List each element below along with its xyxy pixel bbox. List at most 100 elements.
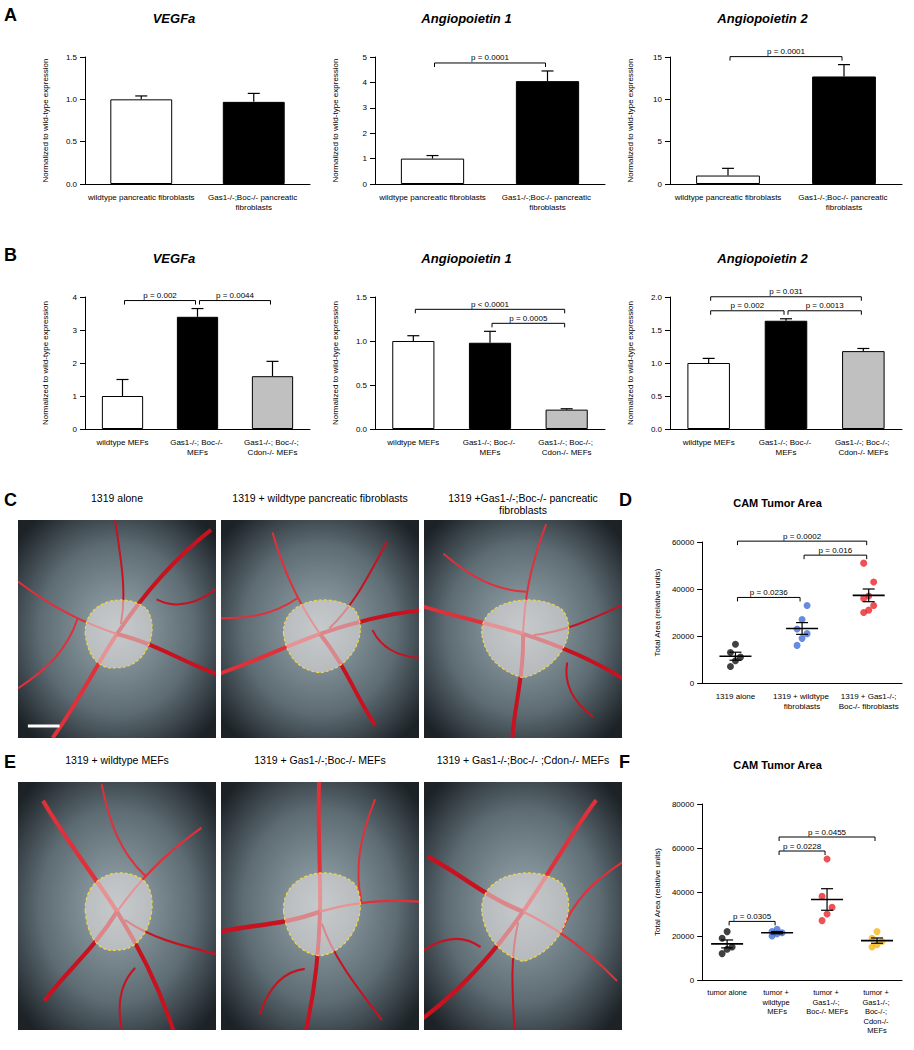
svg-text:Gas1-/-; Boc-/-;: Gas1-/-; Boc-/-; [835, 438, 892, 447]
svg-text:0.0: 0.0 [356, 425, 368, 434]
svg-text:tumor +: tumor + [763, 988, 791, 997]
svg-text:Boc-/-;: Boc-/-; [865, 1007, 889, 1016]
svg-text:CAM Tumor Area: CAM Tumor Area [733, 497, 823, 509]
svg-text:Normalized to wild-type expres: Normalized to wild-type expression [626, 301, 635, 425]
svg-text:5: 5 [658, 137, 663, 146]
svg-text:Gas1-/-;Boc-/- pancreatic: Gas1-/-;Boc-/- pancreatic [208, 193, 300, 202]
svg-text:p < 0.0001: p < 0.0001 [471, 300, 510, 309]
svg-text:40000: 40000 [672, 585, 695, 594]
svg-text:0.5: 0.5 [356, 381, 368, 390]
svg-text:p = 0.0013: p = 0.0013 [806, 301, 845, 310]
svg-text:0: 0 [363, 180, 368, 189]
svg-text:p = 0.002: p = 0.002 [143, 291, 177, 300]
svg-text:MEFs: MEFs [187, 448, 208, 457]
svg-text:p = 0.0002: p = 0.0002 [783, 532, 822, 541]
svg-text:p = 0.031: p = 0.031 [769, 287, 803, 296]
svg-text:Normalized to wild-type expres: Normalized to wild-type expression [331, 58, 340, 182]
svg-text:VEGFa: VEGFa [153, 11, 196, 26]
svg-text:4: 4 [73, 293, 78, 302]
svg-text:Cdon-/- MEFs: Cdon-/- MEFs [542, 448, 592, 457]
svg-text:Gas1-/-;: Gas1-/-; [812, 998, 841, 1007]
svg-text:20000: 20000 [672, 932, 695, 941]
svg-text:fibroblasts: fibroblasts [826, 203, 862, 212]
svg-text:2: 2 [73, 359, 78, 368]
svg-text:Cdon-/-: Cdon-/- [863, 1017, 890, 1026]
svg-text:0: 0 [658, 180, 663, 189]
svg-text:Cdon-/- MEFs: Cdon-/- MEFs [838, 448, 888, 457]
svg-text:1: 1 [73, 392, 78, 401]
svg-text:Gas1-/-;Boc-/- pancreatic: Gas1-/-;Boc-/- pancreatic [502, 193, 594, 202]
svg-text:2: 2 [363, 129, 368, 138]
svg-text:3: 3 [73, 326, 78, 335]
svg-text:Angiopoietin 1: Angiopoietin 1 [420, 11, 511, 26]
svg-text:1.0: 1.0 [66, 95, 78, 104]
svg-text:p = 0.016: p = 0.016 [819, 546, 853, 555]
svg-text:0.0: 0.0 [66, 180, 78, 189]
svg-text:Total Area (relative units): Total Area (relative units) [653, 568, 662, 656]
svg-text:p = 0.0001: p = 0.0001 [471, 53, 510, 62]
svg-text:Gas1-/-;Boc-/- pancreatic: Gas1-/-;Boc-/- pancreatic [798, 193, 890, 202]
svg-text:1319 alone: 1319 alone [716, 692, 756, 701]
svg-text:VEGFa: VEGFa [153, 251, 196, 266]
svg-text:80000: 80000 [672, 800, 695, 809]
svg-text:wildtype pancreatic fibroblast: wildtype pancreatic fibroblasts [674, 193, 782, 202]
svg-text:Gas1-/-; Boc-/-;: Gas1-/-; Boc-/-; [244, 438, 301, 447]
svg-text:p = 0.002: p = 0.002 [731, 301, 765, 310]
svg-text:p = 0.0305: p = 0.0305 [733, 912, 772, 921]
svg-text:1.5: 1.5 [651, 326, 663, 335]
svg-text:1319 + Gas1-/-;: 1319 + Gas1-/-; [841, 692, 897, 701]
svg-text:Boc-/- fibroblasts: Boc-/- fibroblasts [839, 702, 899, 711]
svg-text:p = 0.0236: p = 0.0236 [750, 588, 789, 597]
svg-text:10: 10 [653, 95, 662, 104]
svg-text:Gas1-/-;: Gas1-/-; [862, 998, 891, 1007]
svg-text:wildtype MEFs: wildtype MEFs [682, 438, 735, 447]
svg-text:0.5: 0.5 [651, 392, 663, 401]
svg-text:p = 0.0455: p = 0.0455 [808, 828, 847, 837]
svg-text:CAM Tumor Area: CAM Tumor Area [733, 759, 823, 771]
svg-text:p = 0.0228: p = 0.0228 [783, 842, 822, 851]
svg-text:Normalized to wild-type expres: Normalized to wild-type expression [41, 58, 50, 182]
svg-text:1.5: 1.5 [66, 53, 78, 62]
svg-text:Angiopoietin 1: Angiopoietin 1 [420, 251, 511, 266]
svg-text:60000: 60000 [672, 844, 695, 853]
svg-text:wildtype MEFs: wildtype MEFs [386, 438, 439, 447]
svg-text:0: 0 [690, 976, 695, 985]
svg-text:Gas1-/-; Boc-/-;: Gas1-/-; Boc-/-; [538, 438, 595, 447]
svg-text:MEFs: MEFs [767, 1007, 787, 1016]
svg-text:Cdon-/- MEFs: Cdon-/- MEFs [248, 448, 298, 457]
svg-text:fibroblasts: fibroblasts [529, 203, 565, 212]
svg-text:Normalized to wild-type expres: Normalized to wild-type expression [331, 301, 340, 425]
svg-text:tumor +: tumor + [813, 988, 841, 997]
svg-text:3: 3 [363, 103, 368, 112]
svg-text:Normalized to wild-type expres: Normalized to wild-type expression [41, 301, 50, 425]
svg-text:Normalized to wild-type expres: Normalized to wild-type expression [626, 58, 635, 182]
svg-text:1.0: 1.0 [651, 359, 663, 368]
svg-text:1.0: 1.0 [356, 337, 368, 346]
svg-text:60000: 60000 [672, 538, 695, 547]
svg-text:MEFs: MEFs [776, 448, 797, 457]
svg-text:Boc-/- MEFs: Boc-/- MEFs [806, 1007, 848, 1016]
svg-text:4: 4 [363, 78, 368, 87]
svg-text:40000: 40000 [672, 888, 695, 897]
svg-text:p = 0.0001: p = 0.0001 [767, 47, 806, 56]
svg-text:20000: 20000 [672, 632, 695, 641]
svg-text:p = 0.0044: p = 0.0044 [216, 291, 255, 300]
svg-text:tumor +: tumor + [863, 988, 891, 997]
svg-text:MEFs: MEFs [867, 1026, 887, 1035]
svg-text:wildtype pancreatic fibroblast: wildtype pancreatic fibroblasts [378, 193, 486, 202]
svg-text:1319 + wildtype: 1319 + wildtype [773, 692, 831, 701]
svg-text:wildtype: wildtype [761, 998, 791, 1007]
svg-text:0.0: 0.0 [651, 425, 663, 434]
svg-text:Gas1-/-; Boc-/-: Gas1-/-; Boc-/- [759, 438, 814, 447]
svg-text:0: 0 [73, 425, 78, 434]
svg-text:Gas1-/-; Boc-/-: Gas1-/-; Boc-/- [170, 438, 225, 447]
svg-text:Gas1-/-; Boc-/-: Gas1-/-; Boc-/- [463, 438, 518, 447]
svg-text:fibroblasts: fibroblasts [236, 203, 272, 212]
svg-text:0: 0 [690, 679, 695, 688]
svg-text:5: 5 [363, 53, 368, 62]
svg-text:1: 1 [363, 154, 368, 163]
svg-text:wildtype pancreatic fibroblast: wildtype pancreatic fibroblasts [87, 193, 195, 202]
svg-text:MEFs: MEFs [480, 448, 501, 457]
svg-text:tumor alone: tumor alone [707, 988, 747, 997]
svg-text:wildtype MEFs: wildtype MEFs [95, 438, 148, 447]
